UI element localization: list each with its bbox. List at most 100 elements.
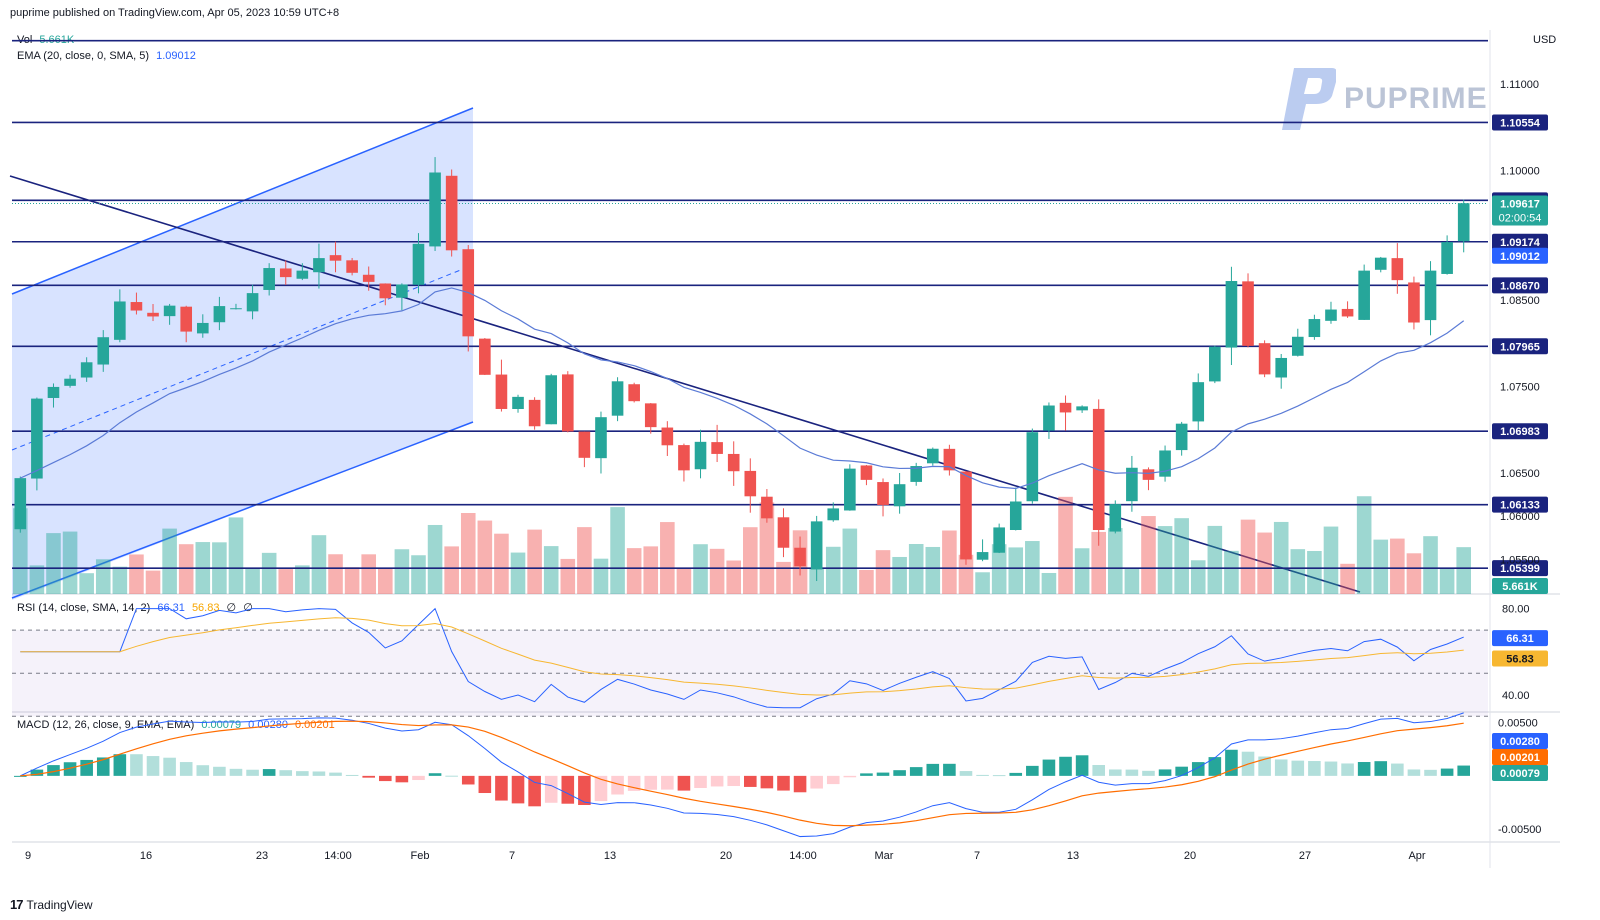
macd-hist-bar [478, 775, 492, 794]
candle-body [246, 293, 259, 312]
volume-bar [13, 508, 28, 594]
volume-bar [892, 556, 907, 594]
macd-hist-bar [428, 773, 442, 776]
macd-hist-bar [445, 775, 458, 777]
time-tick-label: 23 [256, 850, 268, 862]
macd-hist-bar [793, 775, 807, 793]
macd-hist-bar [1424, 769, 1437, 776]
volume-bar [1224, 550, 1239, 594]
time-tick-label: 20 [1184, 850, 1196, 862]
volume-bar [626, 548, 642, 594]
candle-body [744, 470, 757, 497]
volume-bar [1174, 518, 1189, 594]
candle-body [1374, 257, 1387, 270]
candle-body [794, 547, 806, 567]
volume-bar [776, 561, 791, 594]
volume-bar [1008, 547, 1024, 594]
signal-line [20, 720, 1464, 827]
time-tick-label: 13 [1067, 850, 1079, 862]
macd-hist-bar [96, 757, 110, 776]
candle-body [611, 381, 624, 416]
price-tick-label: 1.10000 [1500, 165, 1540, 177]
volume-axis-label-bg [1492, 578, 1548, 594]
candle-body [362, 274, 375, 282]
candle-body [578, 431, 591, 458]
volume-bar [278, 569, 294, 594]
candle-body [97, 337, 110, 365]
rsi-pane: 80.00 40.00 66.31 56.83 [12, 604, 1548, 717]
time-tick-label: 13 [604, 850, 616, 862]
watermark-text: PUPRIME [1344, 82, 1488, 115]
macd-hist-bar [262, 769, 276, 776]
rsi-value: 66.31 [157, 602, 185, 614]
volume-bar [79, 573, 94, 594]
volume-bar [1406, 553, 1422, 594]
macd-hist-bar [860, 773, 873, 776]
volume-bar [311, 535, 327, 594]
candle-body [180, 306, 193, 332]
last-price-label-bg [1492, 195, 1548, 226]
macd-hist-bar [777, 775, 790, 791]
ema-axis-label: 1.09012 [1500, 251, 1540, 263]
macd-line [20, 712, 1464, 838]
time-tick-label: 20 [720, 850, 732, 862]
macd-hist-bar [1407, 769, 1421, 776]
time-tick-label: 7 [974, 850, 980, 862]
volume-bar [1141, 516, 1156, 594]
macd-hist-bar [1440, 768, 1454, 776]
macd-hist-bar [710, 775, 724, 787]
macd-hist-bar [661, 775, 674, 790]
candle-body [296, 270, 309, 279]
level-label: 1.08670 [1500, 280, 1540, 292]
macd-hist-bar [1208, 757, 1222, 776]
volume-bar [693, 544, 708, 594]
candle-body [860, 465, 873, 480]
volume-bar [394, 549, 410, 594]
rsi-ma-axis-label-bg [1492, 650, 1548, 667]
candle-body [329, 255, 342, 261]
macd-hist-bar [1059, 756, 1072, 776]
macd-hist-bar [213, 766, 226, 776]
macd-hist-bar [179, 762, 193, 776]
volume-bar [361, 554, 376, 594]
macd-hist-bar [80, 759, 93, 776]
candle-body [628, 384, 640, 402]
candle-body [1242, 281, 1254, 346]
level-label: 1.09174 [1500, 237, 1541, 249]
volume-bar [759, 502, 775, 594]
macd-hist-bar [992, 775, 1006, 777]
volume-bar [477, 520, 493, 594]
candle-body [561, 374, 574, 432]
macd-hist-bar [495, 775, 508, 801]
macd-hist-bar [196, 765, 210, 776]
level-label-bg [1492, 114, 1548, 131]
rsi-empty-2: ∅ [243, 602, 253, 614]
volume-bar [1439, 568, 1455, 594]
level-label: 1.06133 [1500, 500, 1540, 512]
macd-hist-bar [760, 775, 774, 789]
candle-body [661, 427, 674, 446]
volume-bar [1190, 560, 1206, 594]
candle-body [993, 527, 1005, 553]
macd-hist-bar [379, 775, 392, 782]
macd-hist-bar [1191, 762, 1205, 776]
macd-hist-bar [1158, 769, 1172, 776]
signal-axis-label-bg [1492, 749, 1548, 765]
tradingview-logo-icon: 17 [10, 897, 24, 912]
macd-hist-bar [1258, 756, 1271, 776]
macd-hist-bar [561, 775, 575, 804]
rsi-tick-label: 40.00 [1502, 690, 1530, 702]
ema-value: 1.09012 [156, 50, 196, 62]
macd-hist-bar [1109, 769, 1122, 776]
macd-hist-bar [810, 775, 823, 789]
volume-bar [328, 554, 343, 594]
rsi-line [20, 607, 1464, 709]
macd-hist-bar [461, 775, 475, 785]
candle-body [1275, 357, 1288, 378]
time-tick-label: 14:00 [789, 850, 817, 862]
price-tick-label: 1.08500 [1500, 295, 1540, 307]
candle-body [429, 172, 441, 247]
macd-hist-bar [14, 775, 27, 777]
macd-hist-bar [611, 775, 624, 795]
